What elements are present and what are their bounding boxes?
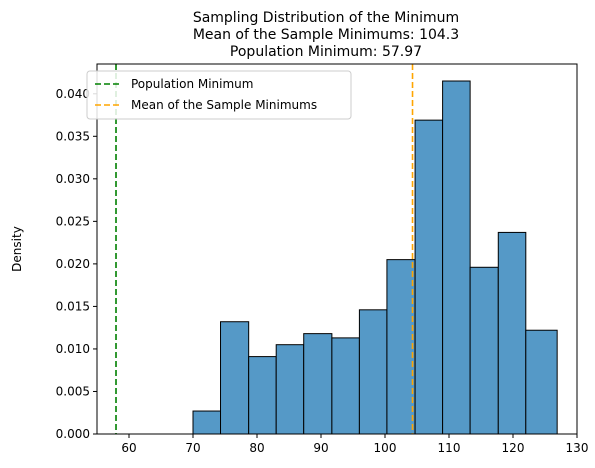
y-tick-label: 0.035	[56, 129, 90, 143]
x-tick-label: 100	[374, 441, 397, 455]
x-axis-ticks: 60 70 80 90 100 110 120 130	[121, 434, 588, 455]
x-tick-label: 60	[121, 441, 136, 455]
y-axis-ticks: 0.000 0.005 0.010 0.015 0.020 0.025 0.030 0.035…	[56, 87, 97, 441]
legend-box	[86, 70, 352, 120]
chart-title: Sampling Distribution of the Minimum Mea…	[193, 10, 459, 60]
histogram-bar-6	[331, 337, 360, 435]
x-tick-label: 70	[185, 441, 200, 455]
histogram-bar-4	[275, 344, 305, 435]
x-tick-label: 110	[438, 441, 461, 455]
x-tick-label: 120	[502, 441, 525, 455]
x-tick-label: 130	[566, 441, 589, 455]
y-tick-label: 0.025	[56, 214, 90, 228]
y-axis-label: Density	[10, 226, 24, 272]
histogram-bar-9	[414, 119, 444, 435]
title-line-2: Mean of the Sample Minimums: 104.3	[193, 27, 459, 43]
plot-frame	[96, 63, 578, 435]
legend-label-population-minimum: Population Minimum	[131, 77, 253, 91]
x-tick-label: 80	[249, 441, 264, 455]
histogram-bar-11	[469, 266, 499, 435]
y-tick-label: 0.015	[56, 299, 90, 313]
y-tick-label: 0.010	[56, 342, 90, 356]
y-tick-label: 0.005	[56, 384, 90, 398]
histogram-bars	[192, 80, 558, 435]
title-line-3: Population Minimum: 57.97	[230, 44, 422, 60]
histogram-bar-2	[220, 321, 250, 435]
histogram-bar-5	[303, 333, 333, 435]
reference-lines	[115, 64, 414, 434]
legend: Population Minimum Mean of the Sample Min…	[86, 70, 352, 120]
histogram-bar-1	[192, 410, 222, 435]
histogram-bar-13	[525, 329, 558, 435]
legend-label-mean-sample-minimums: Mean of the Sample Minimums	[131, 98, 317, 112]
y-tick-label: 0.000	[56, 427, 90, 441]
histogram-bar-12	[497, 231, 527, 435]
histogram-bar-3	[248, 356, 277, 435]
y-tick-label: 0.030	[56, 172, 90, 186]
histogram-bar-8	[386, 259, 416, 435]
histogram-bar-7	[358, 309, 388, 435]
histogram-bar-10	[442, 80, 471, 435]
title-line-1: Sampling Distribution of the Minimum	[193, 10, 459, 26]
y-tick-label: 0.020	[56, 257, 90, 271]
x-tick-label: 90	[313, 441, 328, 455]
y-tick-label: 0.040	[56, 87, 90, 101]
